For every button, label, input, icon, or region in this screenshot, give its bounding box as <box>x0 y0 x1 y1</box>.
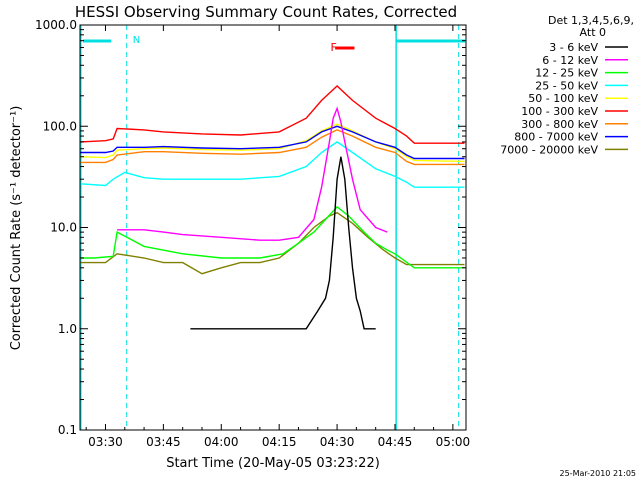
series-line-12-to-25keV <box>80 205 465 269</box>
y-axis-label: Corrected Count Rate (s⁻¹ detector⁻¹) <box>9 106 24 351</box>
annotation-f: F <box>331 41 337 54</box>
series-line-100-to-300keV <box>80 85 465 144</box>
y-tick-label: 1000.0 <box>35 18 77 32</box>
legend-label: 50 - 100 keV <box>528 92 598 105</box>
series-line-6-to-12keV <box>117 106 388 241</box>
x-tick-label: 03:30 <box>88 435 123 449</box>
y-tick-label: 100.0 <box>43 119 77 133</box>
legend-label: 800 - 7000 keV <box>514 131 598 144</box>
x-tick-label: 05:00 <box>436 435 471 449</box>
y-tick-label: 1.0 <box>58 322 77 336</box>
legend-label: 12 - 25 keV <box>535 67 598 80</box>
x-axis-label: Start Time (20-May-05 03:23:22) <box>166 456 380 471</box>
legend-label: 7000 - 20000 keV <box>500 143 598 156</box>
legend-label: 6 - 12 keV <box>542 54 598 67</box>
x-axis: 03:30 03:45 04:00 04:15 04:30 04:45 05:00 <box>85 25 471 449</box>
y-tick-label: 10.0 <box>50 221 77 235</box>
x-tick-label: 04:00 <box>204 435 239 449</box>
series-line-800-to-7000keV <box>80 125 465 160</box>
legend-label: 25 - 50 keV <box>535 79 598 92</box>
series-line-25-to-50keV <box>80 141 465 188</box>
series-layer <box>80 85 465 330</box>
series-line-300-to-800keV <box>80 129 465 166</box>
annotation-n: N <box>133 35 140 46</box>
series-line-7000-to-20000keV <box>80 211 465 275</box>
legend-label: 300 - 800 keV <box>521 118 598 131</box>
x-tick-label: 04:45 <box>378 435 413 449</box>
chart-title: HESSI Observing Summary Count Rates, Cor… <box>75 3 457 21</box>
legend-header-line2: Att 0 <box>580 26 606 39</box>
footer-date: 25-Mar-2010 21:05 <box>560 469 637 478</box>
x-tick-label: 03:45 <box>146 435 181 449</box>
y-axis: 0.1 1.0 10.0 100.0 1000.0 <box>35 18 466 437</box>
legend-label: 3 - 6 keV <box>549 41 598 54</box>
legend-label: 100 - 300 keV <box>521 105 598 118</box>
series-line-3-to-6keV <box>190 156 376 330</box>
y-tick-label: 0.1 <box>58 423 77 437</box>
x-tick-label: 04:15 <box>262 435 297 449</box>
x-tick-label: 04:30 <box>320 435 355 449</box>
legend-header-line1: Det 1,3,4,5,6,9, <box>548 14 634 27</box>
